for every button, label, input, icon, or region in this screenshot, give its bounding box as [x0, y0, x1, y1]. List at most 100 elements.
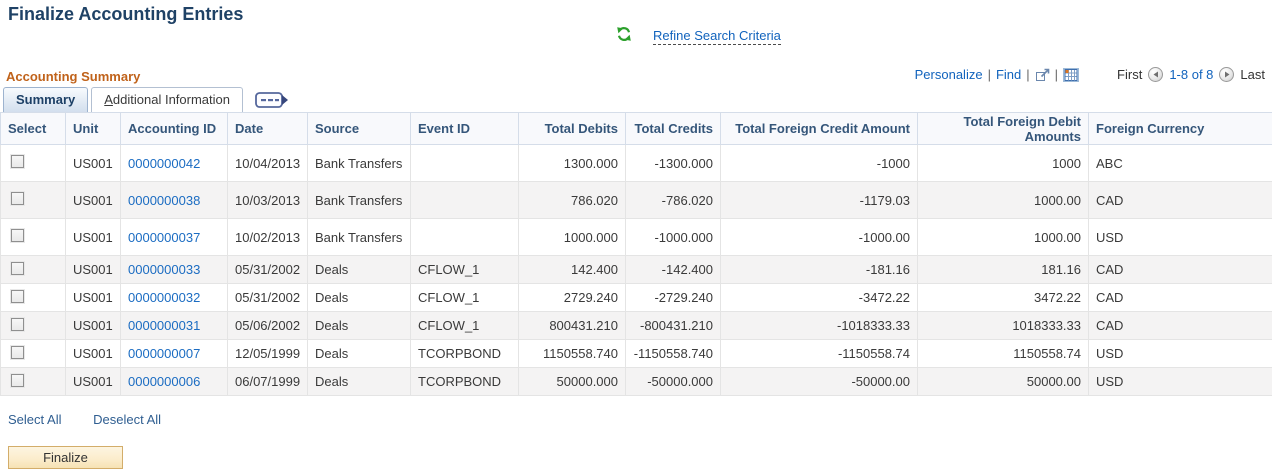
accounting-id-link[interactable]: 0000000031	[128, 318, 201, 333]
cell-total-debits: 50000.000	[518, 367, 626, 396]
popout-window-icon[interactable]	[1035, 68, 1050, 82]
accounting-id-link[interactable]: 0000000037	[128, 229, 201, 245]
cell-date: 05/31/2002	[227, 255, 308, 284]
cell-total-foreign-credit: -1179.03	[720, 181, 918, 219]
cell-event-id: CFLOW_1	[410, 311, 519, 340]
cell-date: 10/03/2013	[227, 181, 308, 219]
column-header-total-foreign-credit: Total Foreign Credit Amount	[720, 112, 918, 145]
cell-foreign-currency: CAD	[1088, 311, 1272, 340]
row-select-checkbox[interactable]	[11, 261, 24, 275]
personalize-link[interactable]: Personalize	[914, 67, 983, 82]
next-page-icon[interactable]	[1219, 67, 1235, 82]
column-header-source: Source	[307, 112, 411, 145]
download-grid-icon[interactable]	[1063, 67, 1080, 82]
cell-foreign-currency: CAD	[1088, 255, 1272, 284]
row-select-checkbox[interactable]	[11, 373, 24, 387]
table-row: US001 0000000033 05/31/2002 Deals CFLOW_…	[0, 255, 1272, 284]
accounting-id-link[interactable]: 0000000042	[128, 155, 201, 171]
column-header-total-foreign-debit: Total Foreign Debit Amounts	[917, 112, 1089, 145]
cell-date: 05/31/2002	[227, 283, 308, 312]
table-row: US001 0000000032 05/31/2002 Deals CFLOW_…	[0, 283, 1272, 312]
cell-source: Deals	[307, 311, 411, 340]
column-header-date: Date	[227, 112, 308, 145]
column-header-total-credits: Total Credits	[625, 112, 721, 145]
cell-unit: US001	[65, 283, 121, 312]
accounting-id-link[interactable]: 0000000007	[128, 346, 201, 361]
cell-total-credits: -800431.210	[625, 311, 721, 340]
cell-total-foreign-debit: 1000.00	[917, 181, 1089, 219]
cell-total-foreign-credit: -3472.22	[720, 283, 918, 312]
accounting-id-link[interactable]: 0000000032	[128, 290, 201, 305]
cell-source: Bank Transfers	[307, 144, 411, 182]
cell-date: 06/07/1999	[227, 367, 308, 396]
cell-source: Bank Transfers	[307, 218, 411, 256]
finalize-button[interactable]: Finalize	[8, 446, 123, 469]
cell-date: 10/02/2013	[227, 218, 308, 256]
accounting-id-link[interactable]: 0000000006	[128, 374, 201, 389]
grid-tab-bar: Summary Additional Information	[3, 87, 289, 112]
cell-total-foreign-debit: 181.16	[917, 255, 1089, 284]
row-select-checkbox[interactable]	[11, 289, 24, 303]
cell-total-debits: 1000.000	[518, 218, 626, 256]
column-header-event-id: Event ID	[410, 112, 519, 145]
cell-total-foreign-credit: -181.16	[720, 255, 918, 284]
tab-additional-label: dditional Information	[112, 92, 230, 107]
pager-first-label[interactable]: First	[1117, 67, 1143, 82]
table-row: US001 0000000038 10/03/2013 Bank Transfe…	[0, 181, 1272, 219]
cell-foreign-currency: CAD	[1088, 283, 1272, 312]
cell-date: 12/05/1999	[227, 339, 308, 368]
cell-unit: US001	[65, 181, 121, 219]
table-header-row: Select Unit Accounting ID Date Source Ev…	[0, 112, 1272, 145]
cell-foreign-currency: USD	[1088, 367, 1272, 396]
cell-unit: US001	[65, 255, 121, 284]
row-select-checkbox[interactable]	[11, 192, 24, 205]
row-select-checkbox[interactable]	[11, 317, 24, 331]
table-row: US001 0000000031 05/06/2002 Deals CFLOW_…	[0, 311, 1272, 340]
refine-search-criteria-link[interactable]: Refine Search Criteria	[653, 28, 781, 45]
cell-event-id: TCORPBOND	[410, 339, 519, 368]
cell-date: 05/06/2002	[227, 311, 308, 340]
cell-source: Bank Transfers	[307, 181, 411, 219]
cell-total-credits: -50000.000	[625, 367, 721, 396]
column-header-unit: Unit	[65, 112, 121, 145]
row-select-checkbox[interactable]	[11, 155, 24, 168]
toolbar-separator: |	[1026, 67, 1030, 82]
column-header-total-debits: Total Debits	[518, 112, 626, 145]
cell-total-foreign-debit: 1018333.33	[917, 311, 1089, 340]
cell-foreign-currency: USD	[1088, 339, 1272, 368]
cell-source: Deals	[307, 283, 411, 312]
cell-unit: US001	[65, 144, 121, 182]
cell-total-foreign-debit: 1000.00	[917, 218, 1089, 256]
pager-last-label[interactable]: Last	[1240, 67, 1265, 82]
cell-source: Deals	[307, 339, 411, 368]
cell-total-foreign-credit: -1018333.33	[720, 311, 918, 340]
cell-total-credits: -2729.240	[625, 283, 721, 312]
grid-title: Accounting Summary	[6, 69, 141, 84]
cell-event-id: CFLOW_1	[410, 255, 519, 284]
refresh-icon[interactable]	[616, 26, 632, 47]
select-all-link[interactable]: Select All	[8, 412, 62, 427]
grid-pager: First 1-8 of 8 Last	[1117, 67, 1265, 82]
refine-search-bar: Refine Search Criteria	[616, 26, 781, 47]
row-select-checkbox[interactable]	[11, 345, 24, 359]
cell-total-foreign-credit: -1000	[720, 144, 918, 182]
cell-source: Deals	[307, 367, 411, 396]
table-row: US001 0000000042 10/04/2013 Bank Transfe…	[0, 144, 1272, 182]
grid-toolbar: Personalize | Find | | First 1-8	[915, 67, 1265, 82]
previous-page-icon[interactable]	[1148, 67, 1164, 82]
tab-summary[interactable]: Summary	[3, 87, 89, 112]
tab-additional-information[interactable]: Additional Information	[91, 87, 243, 112]
find-link[interactable]: Find	[995, 67, 1022, 82]
cell-total-debits: 1300.000	[518, 144, 626, 182]
deselect-all-link[interactable]: Deselect All	[93, 412, 162, 427]
cell-total-credits: -142.400	[625, 255, 721, 284]
row-select-checkbox[interactable]	[11, 229, 24, 242]
accounting-id-link[interactable]: 0000000033	[128, 262, 201, 277]
tab-additional-accesskey: A	[104, 92, 113, 107]
accounting-id-link[interactable]: 0000000038	[128, 192, 201, 208]
toolbar-separator: |	[1054, 67, 1059, 82]
cell-total-foreign-credit: -1000.00	[720, 218, 918, 256]
show-all-columns-icon[interactable]	[255, 92, 289, 109]
table-row: US001 0000000037 10/02/2013 Bank Transfe…	[0, 218, 1272, 256]
cell-foreign-currency: CAD	[1088, 181, 1272, 219]
